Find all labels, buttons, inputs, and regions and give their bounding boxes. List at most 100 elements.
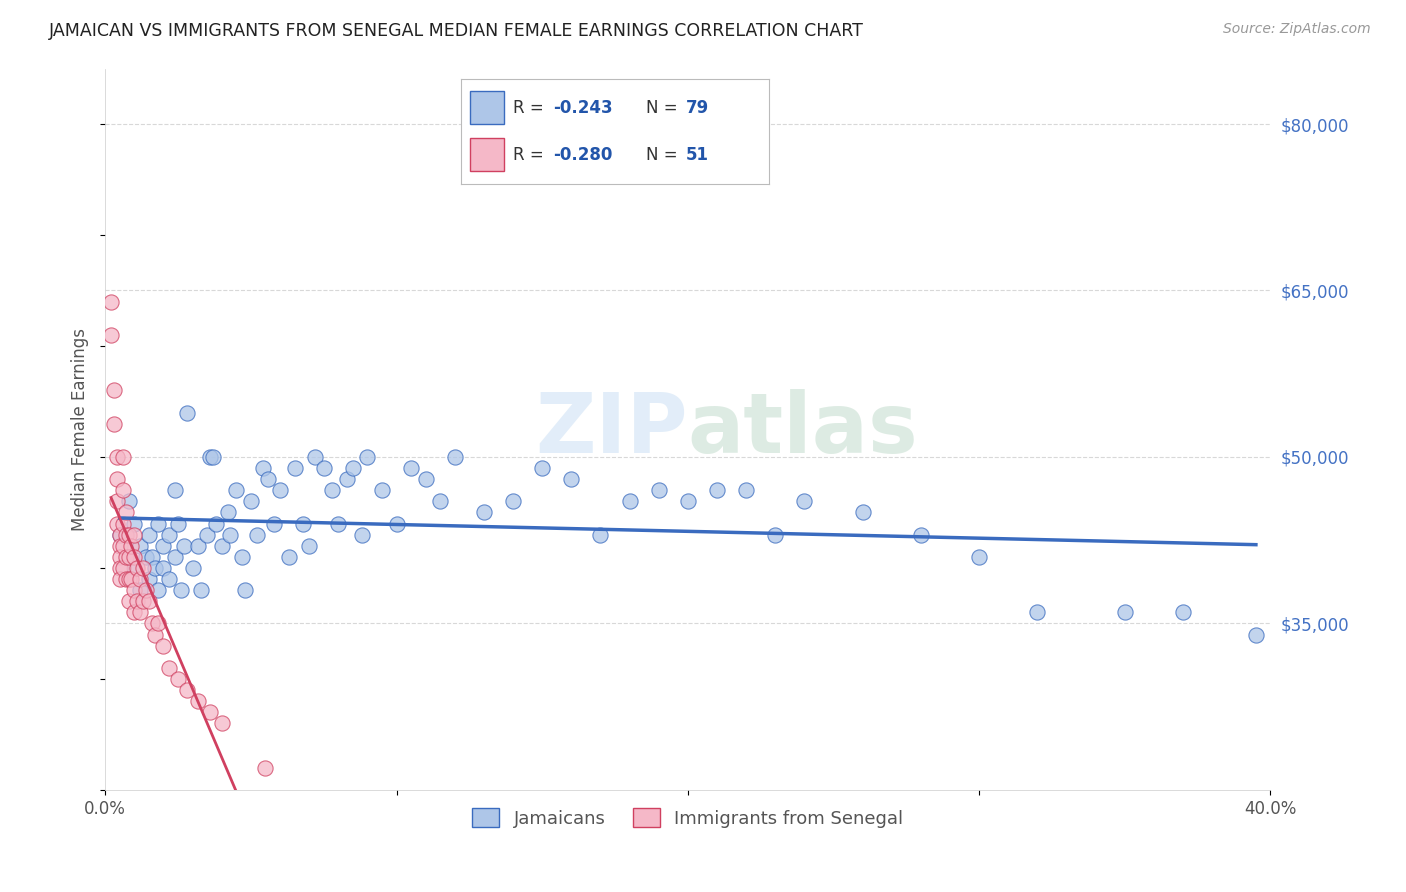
Point <box>111 561 134 575</box>
Point <box>135 549 157 564</box>
Point <box>415 472 437 486</box>
Point <box>114 572 136 586</box>
Point <box>257 472 280 486</box>
Point <box>117 549 139 564</box>
Point <box>111 483 134 498</box>
Point <box>706 483 728 498</box>
Point <box>143 627 166 641</box>
Point <box>589 527 612 541</box>
Point <box>429 494 451 508</box>
Point <box>114 549 136 564</box>
Point <box>100 327 122 342</box>
Point <box>385 516 408 531</box>
Point <box>165 483 187 498</box>
Point <box>231 549 253 564</box>
Point <box>619 494 641 508</box>
Point <box>141 616 163 631</box>
Point <box>263 516 285 531</box>
Point <box>1114 605 1136 619</box>
Point <box>181 561 204 575</box>
Point <box>108 572 131 586</box>
Point <box>211 716 233 731</box>
Text: JAMAICAN VS IMMIGRANTS FROM SENEGAL MEDIAN FEMALE EARNINGS CORRELATION CHART: JAMAICAN VS IMMIGRANTS FROM SENEGAL MEDI… <box>49 22 865 40</box>
Point <box>129 539 152 553</box>
Point <box>967 549 990 564</box>
Point <box>105 472 128 486</box>
Point <box>105 494 128 508</box>
Point <box>350 527 373 541</box>
Point <box>124 561 146 575</box>
Point <box>100 294 122 309</box>
Point <box>201 450 224 464</box>
Point <box>217 506 239 520</box>
Point <box>356 450 378 464</box>
Point <box>146 516 169 531</box>
Point <box>146 583 169 598</box>
Point <box>124 605 146 619</box>
Point <box>108 527 131 541</box>
Point <box>239 494 262 508</box>
Point <box>170 583 193 598</box>
Point <box>157 527 180 541</box>
Point <box>198 450 221 464</box>
Point <box>342 461 364 475</box>
Point <box>312 461 335 475</box>
Point <box>120 572 142 586</box>
Point <box>1026 605 1049 619</box>
Point <box>117 494 139 508</box>
Point <box>152 539 174 553</box>
Point <box>763 527 786 541</box>
Point <box>195 527 218 541</box>
Point <box>399 461 422 475</box>
Point <box>127 561 149 575</box>
Point <box>298 539 321 553</box>
Point <box>676 494 699 508</box>
Point <box>138 572 160 586</box>
Point <box>129 605 152 619</box>
Point <box>254 761 277 775</box>
Y-axis label: Median Female Earnings: Median Female Earnings <box>72 327 89 531</box>
Point <box>560 472 582 486</box>
Point <box>531 461 554 475</box>
Point <box>176 683 198 698</box>
Point <box>910 527 932 541</box>
Point <box>124 527 146 541</box>
Legend: Jamaicans, Immigrants from Senegal: Jamaicans, Immigrants from Senegal <box>465 801 911 835</box>
Point <box>233 583 256 598</box>
Point <box>793 494 815 508</box>
Point <box>205 516 228 531</box>
Point <box>443 450 465 464</box>
Point <box>103 417 125 431</box>
Point <box>129 572 152 586</box>
Point <box>108 549 131 564</box>
Point <box>114 506 136 520</box>
Point <box>219 527 242 541</box>
Point <box>277 549 299 564</box>
Point <box>304 450 326 464</box>
Point <box>117 594 139 608</box>
Point <box>187 694 209 708</box>
Point <box>111 516 134 531</box>
Point <box>472 506 495 520</box>
Point <box>108 561 131 575</box>
Point <box>647 483 669 498</box>
Point <box>124 516 146 531</box>
Text: ZIP: ZIP <box>536 389 688 470</box>
Point <box>111 539 134 553</box>
Point <box>176 406 198 420</box>
Point <box>114 527 136 541</box>
Point <box>1171 605 1194 619</box>
Text: atlas: atlas <box>688 389 918 470</box>
Point <box>129 583 152 598</box>
Point <box>141 549 163 564</box>
Point <box>211 539 233 553</box>
Point <box>225 483 247 498</box>
Point <box>111 450 134 464</box>
Point <box>284 461 307 475</box>
Point <box>124 549 146 564</box>
Point <box>108 539 131 553</box>
Point <box>735 483 758 498</box>
Point <box>167 516 190 531</box>
Point <box>105 450 128 464</box>
Point <box>173 539 195 553</box>
